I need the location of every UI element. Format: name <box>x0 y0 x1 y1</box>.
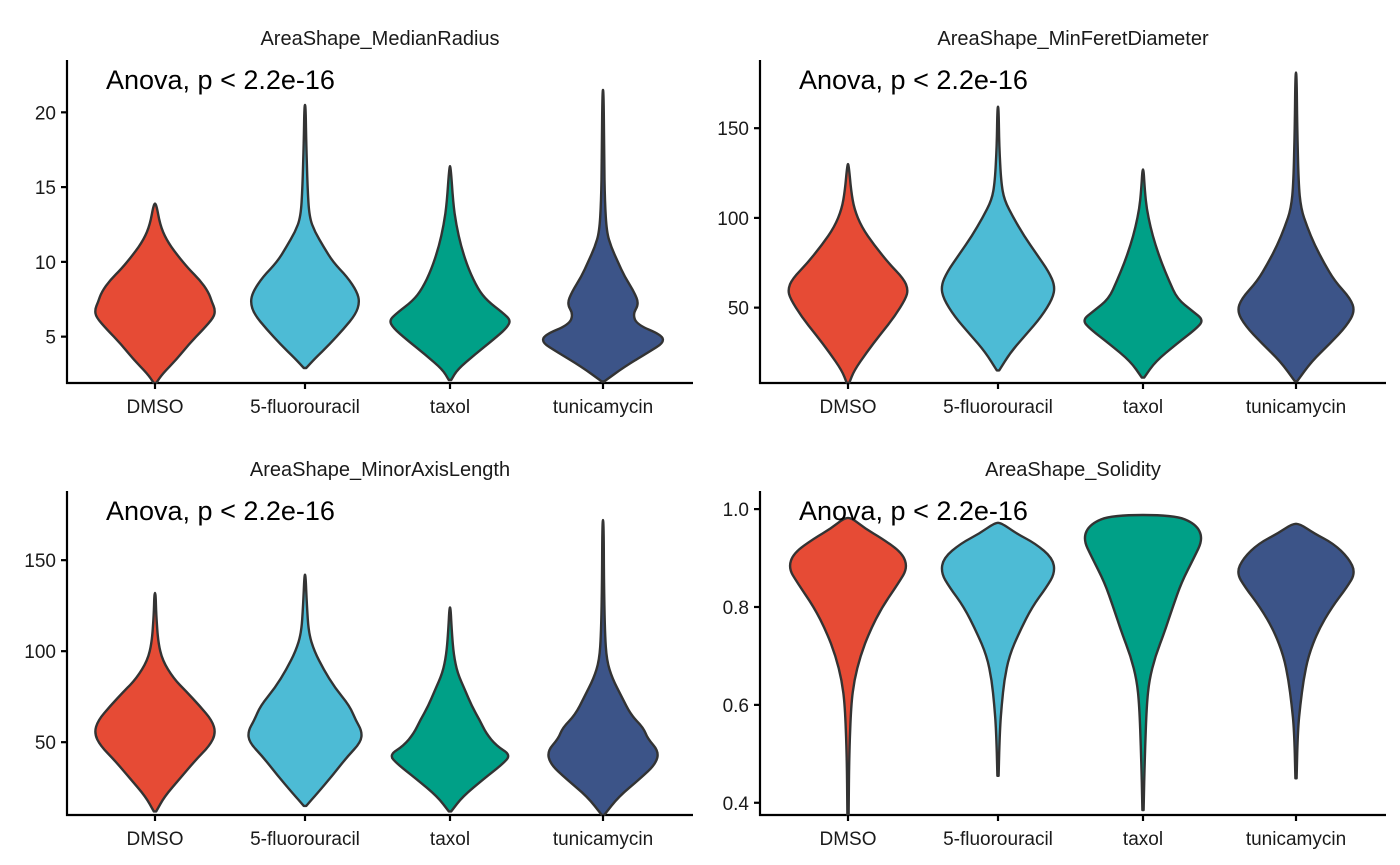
x-tick-label: DMSO <box>127 397 184 418</box>
panel-min-feret-diameter: AreaShape_MinFeretDiameter 50 100 150 DMSO 5… <box>717 28 1386 418</box>
anova-annotation: Anova, p < 2.2e-16 <box>106 65 335 95</box>
violin-taxol <box>390 606 510 813</box>
panel-median-radius: AreaShape_MedianRadius 5 10 15 20 DMSO 5-fluo… <box>35 28 693 418</box>
x-tick-label: 5-fluorouracil <box>943 829 1053 850</box>
y-tick-label: 1.0 <box>723 500 749 521</box>
x-tick-label: tunicamycin <box>553 397 653 418</box>
anova-annotation: Anova, p < 2.2e-16 <box>799 65 1028 95</box>
anova-annotation: Anova, p < 2.2e-16 <box>106 496 335 526</box>
y-tick-label: 50 <box>728 299 749 320</box>
x-tick-label: tunicamycin <box>1246 397 1346 418</box>
y-tick-label: 100 <box>717 209 749 230</box>
x-tick-label: taxol <box>430 397 470 418</box>
y-tick-label: 10 <box>35 253 56 274</box>
violin-dmso <box>788 516 908 817</box>
violin-taxol <box>1083 513 1203 812</box>
violin-tunicamycin <box>1237 71 1355 383</box>
x-tick-label: tunicamycin <box>553 829 653 850</box>
y-tick-label: 50 <box>35 733 56 754</box>
y-tick-label: 5 <box>45 328 56 349</box>
violin-5-fluorouracil <box>247 573 363 808</box>
violin-5-fluorouracil <box>249 103 361 370</box>
panel-solidity: AreaShape_Solidity 0.4 0.6 0.8 1.0 DMSO 5-flu… <box>723 459 1386 850</box>
y-tick-label: 150 <box>717 119 749 140</box>
violin-tunicamycin <box>547 518 659 817</box>
violin-tunicamycin <box>541 88 665 383</box>
violin-5-fluorouracil <box>940 521 1056 777</box>
x-tick-label: tunicamycin <box>1246 829 1346 850</box>
panel-title: AreaShape_Solidity <box>985 459 1161 481</box>
violin-dmso <box>787 162 909 385</box>
violin-dmso <box>94 591 216 813</box>
y-tick-label: 0.4 <box>723 794 750 815</box>
panel-title: AreaShape_MinFeretDiameter <box>937 28 1209 50</box>
panel-minor-axis-length: AreaShape_MinorAxisLength 50 100 150 DMSO 5-… <box>24 459 693 850</box>
x-tick-label: taxol <box>430 829 470 850</box>
x-tick-label: taxol <box>1123 397 1163 418</box>
y-tick-label: 0.6 <box>723 696 749 717</box>
x-tick-label: DMSO <box>820 829 877 850</box>
x-tick-label: DMSO <box>820 397 877 418</box>
y-tick-label: 0.8 <box>723 598 749 619</box>
violin-taxol <box>1083 168 1203 379</box>
panel-title: AreaShape_MedianRadius <box>260 28 499 50</box>
y-tick-label: 20 <box>35 103 56 124</box>
y-tick-label: 100 <box>24 642 56 663</box>
x-tick-label: 5-fluorouracil <box>250 829 360 850</box>
violin-taxol <box>389 165 511 382</box>
y-tick-label: 15 <box>35 178 56 199</box>
x-tick-label: 5-fluorouracil <box>250 397 360 418</box>
x-tick-label: taxol <box>1123 829 1163 850</box>
x-tick-label: 5-fluorouracil <box>943 397 1053 418</box>
x-tick-label: DMSO <box>127 829 184 850</box>
panel-title: AreaShape_MinorAxisLength <box>250 459 510 481</box>
y-tick-label: 150 <box>24 551 56 572</box>
anova-annotation: Anova, p < 2.2e-16 <box>799 496 1028 526</box>
violin-tunicamycin <box>1237 522 1355 780</box>
violin-dmso <box>94 202 216 385</box>
violin-5-fluorouracil <box>940 105 1056 372</box>
